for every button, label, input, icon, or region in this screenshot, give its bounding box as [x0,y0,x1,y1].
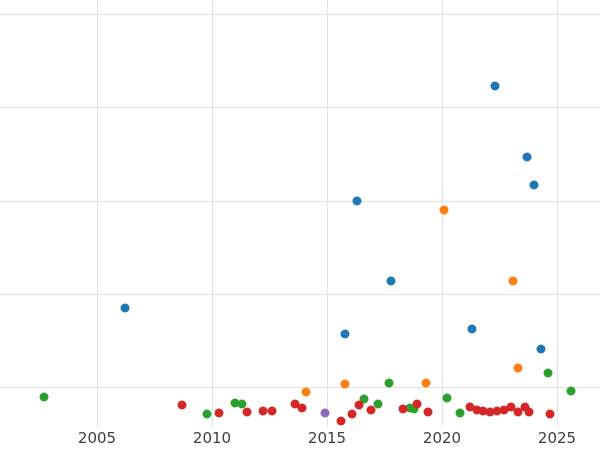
data-point-orange [513,363,523,373]
data-point-blue [120,303,130,313]
data-point-green [409,404,419,414]
data-point-orange [439,205,449,215]
data-point-red [524,407,534,417]
data-point-orange [340,379,350,389]
x-axis-tick-label: 2005 [77,429,117,447]
data-point-green [566,386,576,396]
gridline-vertical [97,0,98,427]
data-point-blue [529,180,539,190]
gridline-vertical [327,0,328,427]
data-point-orange [421,378,431,388]
data-point-red [214,408,224,418]
x-axis-tick-label: 2025 [537,429,577,447]
data-point-red [472,405,481,415]
data-point-red [499,405,509,415]
x-axis-tick-label: 2015 [307,429,347,447]
data-point-red [478,406,488,416]
data-point-red [297,403,307,413]
x-axis-tick-label: 2010 [192,429,232,447]
data-point-green [442,393,452,403]
data-point-red [412,399,422,409]
data-point-red [366,405,376,415]
gridline-horizontal [0,387,600,388]
data-point-green [384,378,394,388]
data-point-red [520,402,530,412]
data-point-blue [490,81,500,91]
data-point-green [202,409,212,419]
gridline-horizontal [0,13,600,15]
data-point-blue [340,329,350,339]
data-point-red [506,402,516,412]
data-point-blue [386,276,396,286]
data-point-red [398,404,408,414]
data-point-green [237,399,247,409]
data-point-red [177,400,187,410]
data-point-red [336,416,346,426]
data-point-green [405,403,415,413]
gridline-horizontal [0,294,600,295]
data-point-red [423,407,433,417]
data-point-blue [536,344,546,354]
data-point-red [347,409,357,419]
data-point-red [485,407,495,417]
data-point-red [242,407,251,417]
data-point-green [39,392,49,402]
data-point-purple [320,408,330,418]
data-point-green [455,408,465,418]
data-point-red [354,400,364,410]
data-point-blue [467,324,477,334]
data-point-green [359,394,369,404]
data-point-red [513,407,523,417]
data-point-red [492,406,502,416]
data-point-green [543,368,553,378]
data-point-orange [508,276,518,286]
gridline-vertical [557,0,558,427]
gridline-horizontal [0,107,600,108]
x-axis-tick-label: 2020 [422,429,462,447]
plot-area [0,0,600,427]
data-point-red [545,409,555,419]
data-point-green [230,398,240,408]
gridline-horizontal [0,200,600,202]
data-point-blue [522,152,532,162]
data-point-red [290,399,300,409]
data-point-red [258,406,268,416]
data-point-green [373,399,383,409]
data-point-orange [301,387,311,397]
data-point-red [267,406,277,416]
gridline-vertical [212,0,213,427]
data-point-blue [352,196,362,206]
data-point-red [465,402,475,412]
